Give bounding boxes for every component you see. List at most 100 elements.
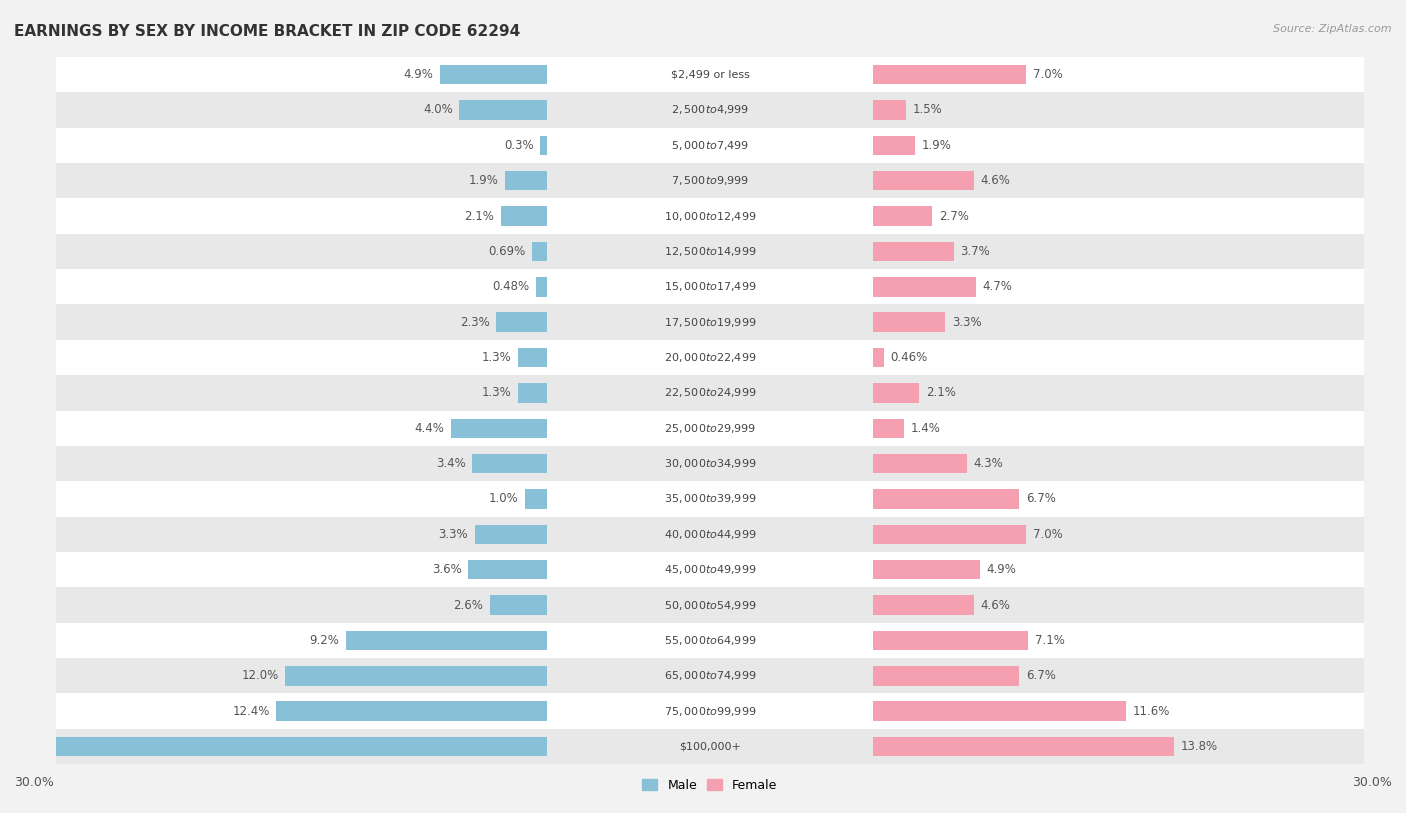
Text: $2,500 to $4,999: $2,500 to $4,999 xyxy=(671,103,749,116)
Legend: Male, Female: Male, Female xyxy=(637,774,783,797)
Bar xyxy=(873,348,883,367)
Text: $12,500 to $14,999: $12,500 to $14,999 xyxy=(664,245,756,258)
Bar xyxy=(56,446,1364,481)
Bar xyxy=(472,454,547,473)
Bar xyxy=(873,666,1019,685)
Bar xyxy=(56,128,1364,163)
Text: Source: ZipAtlas.com: Source: ZipAtlas.com xyxy=(1274,24,1392,34)
Bar xyxy=(277,702,547,721)
Bar xyxy=(56,623,1364,658)
Text: 1.9%: 1.9% xyxy=(921,139,952,152)
Text: 1.4%: 1.4% xyxy=(911,422,941,435)
Bar xyxy=(285,666,547,685)
Text: $55,000 to $64,999: $55,000 to $64,999 xyxy=(664,634,756,647)
Text: $17,500 to $19,999: $17,500 to $19,999 xyxy=(664,315,756,328)
Bar xyxy=(519,348,547,367)
Text: 4.9%: 4.9% xyxy=(987,563,1017,576)
Text: 1.0%: 1.0% xyxy=(488,493,519,506)
Text: 0.69%: 0.69% xyxy=(488,245,524,258)
Bar xyxy=(56,729,1364,764)
Text: 3.4%: 3.4% xyxy=(436,457,465,470)
Text: 2.6%: 2.6% xyxy=(454,598,484,611)
Text: 7.0%: 7.0% xyxy=(1032,68,1063,81)
Text: 4.0%: 4.0% xyxy=(423,103,453,116)
Text: 1.9%: 1.9% xyxy=(468,174,499,187)
Text: 6.7%: 6.7% xyxy=(1026,493,1056,506)
Bar xyxy=(873,65,1026,85)
Bar xyxy=(56,269,1364,304)
Bar xyxy=(56,340,1364,375)
Text: 4.3%: 4.3% xyxy=(974,457,1004,470)
Text: 13.8%: 13.8% xyxy=(1181,740,1218,753)
Text: $65,000 to $74,999: $65,000 to $74,999 xyxy=(664,669,756,682)
Bar xyxy=(873,136,915,155)
Text: 4.6%: 4.6% xyxy=(980,598,1010,611)
Text: 9.2%: 9.2% xyxy=(309,634,340,647)
Bar xyxy=(873,489,1019,509)
Text: $40,000 to $44,999: $40,000 to $44,999 xyxy=(664,528,756,541)
Bar xyxy=(475,524,547,544)
Text: 0.3%: 0.3% xyxy=(503,139,533,152)
Text: 0.46%: 0.46% xyxy=(890,351,928,364)
Text: $30,000 to $34,999: $30,000 to $34,999 xyxy=(664,457,756,470)
Bar xyxy=(501,207,547,226)
Bar xyxy=(451,419,547,438)
Bar xyxy=(489,595,547,615)
Text: 6.7%: 6.7% xyxy=(1026,669,1056,682)
Bar xyxy=(873,560,980,580)
Text: 1.5%: 1.5% xyxy=(912,103,942,116)
Bar xyxy=(873,277,976,297)
Bar xyxy=(56,304,1364,340)
Text: 7.0%: 7.0% xyxy=(1032,528,1063,541)
Bar xyxy=(56,587,1364,623)
Text: 4.9%: 4.9% xyxy=(404,68,433,81)
Bar xyxy=(56,163,1364,198)
Text: $50,000 to $54,999: $50,000 to $54,999 xyxy=(664,598,756,611)
Text: $22,500 to $24,999: $22,500 to $24,999 xyxy=(664,386,756,399)
Text: 12.4%: 12.4% xyxy=(232,705,270,718)
Bar xyxy=(460,100,547,120)
Bar xyxy=(873,100,905,120)
Bar xyxy=(536,277,547,297)
Bar xyxy=(519,383,547,402)
Bar xyxy=(56,659,1364,693)
Text: $100,000+: $100,000+ xyxy=(679,741,741,751)
Text: 1.3%: 1.3% xyxy=(482,386,512,399)
Text: $10,000 to $12,499: $10,000 to $12,499 xyxy=(664,210,756,223)
Bar xyxy=(873,171,974,190)
Text: 2.7%: 2.7% xyxy=(939,210,969,223)
Bar xyxy=(56,517,1364,552)
Text: $15,000 to $17,499: $15,000 to $17,499 xyxy=(664,280,756,293)
Bar xyxy=(540,136,547,155)
Bar xyxy=(440,65,547,85)
Bar xyxy=(56,198,1364,233)
Bar xyxy=(873,207,932,226)
Bar xyxy=(468,560,547,580)
Text: $75,000 to $99,999: $75,000 to $99,999 xyxy=(664,705,756,718)
Bar xyxy=(873,524,1026,544)
Text: 2.1%: 2.1% xyxy=(925,386,956,399)
Text: EARNINGS BY SEX BY INCOME BRACKET IN ZIP CODE 62294: EARNINGS BY SEX BY INCOME BRACKET IN ZIP… xyxy=(14,24,520,39)
Bar xyxy=(873,631,1028,650)
Text: 4.7%: 4.7% xyxy=(983,280,1012,293)
Text: $5,000 to $7,499: $5,000 to $7,499 xyxy=(671,139,749,152)
Text: 7.1%: 7.1% xyxy=(1035,634,1064,647)
Text: 1.3%: 1.3% xyxy=(482,351,512,364)
Text: 4.4%: 4.4% xyxy=(415,422,444,435)
Text: 3.7%: 3.7% xyxy=(960,245,990,258)
Bar xyxy=(346,631,547,650)
Text: 4.6%: 4.6% xyxy=(980,174,1010,187)
Bar xyxy=(56,233,1364,269)
Text: 0.48%: 0.48% xyxy=(492,280,530,293)
Text: 3.3%: 3.3% xyxy=(952,315,981,328)
Bar xyxy=(56,57,1364,92)
Text: $25,000 to $29,999: $25,000 to $29,999 xyxy=(664,422,756,435)
Text: 2.3%: 2.3% xyxy=(460,315,489,328)
Bar xyxy=(873,241,955,261)
Text: $20,000 to $22,499: $20,000 to $22,499 xyxy=(664,351,756,364)
Bar xyxy=(56,693,1364,729)
Text: 3.3%: 3.3% xyxy=(439,528,468,541)
Bar xyxy=(56,411,1364,446)
Bar xyxy=(873,595,974,615)
Bar xyxy=(56,481,1364,517)
